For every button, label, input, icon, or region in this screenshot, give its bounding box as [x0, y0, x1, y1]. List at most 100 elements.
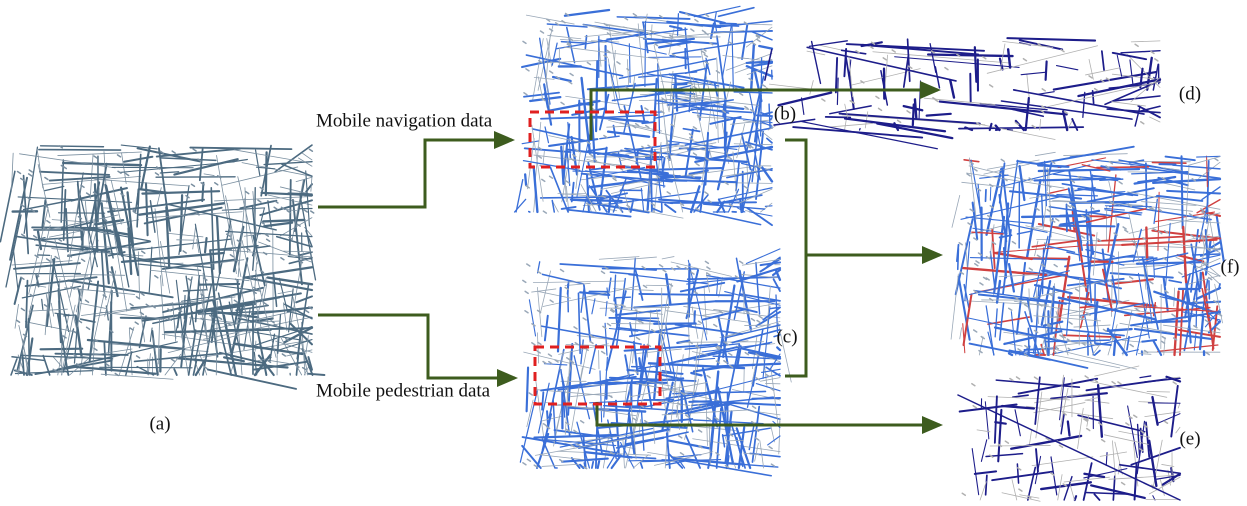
road — [629, 44, 630, 83]
road — [1048, 185, 1051, 187]
road — [612, 34, 629, 35]
panel-label: (c) — [776, 326, 797, 347]
road — [570, 74, 573, 76]
road — [142, 251, 145, 253]
road — [1017, 377, 1020, 379]
road — [1019, 489, 1022, 491]
road — [945, 68, 948, 70]
road — [753, 406, 756, 408]
road — [822, 99, 825, 101]
road — [1020, 40, 1063, 49]
road — [707, 376, 710, 378]
road — [1173, 382, 1176, 384]
road — [602, 352, 605, 354]
road — [527, 264, 530, 266]
road — [751, 319, 754, 321]
road — [532, 324, 535, 326]
road — [613, 178, 616, 180]
road — [1032, 240, 1079, 246]
road — [1147, 319, 1150, 321]
road — [6, 215, 21, 287]
road — [534, 77, 554, 79]
road — [538, 291, 571, 298]
road — [634, 301, 715, 307]
road — [523, 41, 526, 43]
road — [303, 368, 306, 370]
road — [1035, 241, 1038, 256]
road — [571, 391, 627, 396]
road — [1169, 280, 1181, 282]
road — [583, 318, 586, 320]
road — [716, 71, 719, 73]
road — [219, 317, 222, 319]
road — [1075, 496, 1076, 500]
road — [1102, 440, 1105, 442]
road — [18, 172, 21, 174]
input-label: Mobile pedestrian data — [316, 380, 491, 401]
road — [1197, 156, 1220, 157]
road — [986, 475, 987, 494]
road — [1039, 169, 1139, 171]
road — [651, 169, 652, 211]
road — [545, 316, 548, 341]
road — [553, 77, 571, 81]
road — [1185, 167, 1189, 244]
road — [1038, 165, 1068, 166]
road — [581, 421, 584, 423]
road — [972, 449, 978, 495]
road — [1018, 349, 1021, 351]
road — [1120, 265, 1166, 268]
road — [688, 277, 778, 279]
road — [1118, 382, 1121, 384]
road — [1134, 415, 1137, 417]
road — [699, 430, 702, 432]
road — [1057, 66, 1078, 70]
road — [596, 61, 597, 131]
road — [702, 51, 705, 53]
road — [1130, 277, 1133, 279]
road — [744, 186, 747, 188]
road — [608, 278, 611, 295]
road — [614, 275, 616, 301]
road — [45, 186, 64, 190]
road — [604, 136, 607, 138]
road — [538, 310, 541, 312]
road — [1029, 430, 1031, 445]
road — [691, 373, 701, 375]
road — [527, 368, 528, 412]
road — [1068, 348, 1071, 350]
road — [1009, 308, 1012, 310]
road — [617, 62, 620, 64]
road — [919, 81, 920, 120]
road — [590, 341, 593, 343]
road — [990, 85, 993, 87]
road — [587, 175, 589, 212]
road — [981, 337, 984, 339]
road — [975, 47, 977, 82]
road — [525, 291, 528, 293]
road — [214, 197, 312, 201]
road — [1012, 242, 1015, 244]
road — [157, 188, 161, 206]
road — [1113, 476, 1114, 500]
road — [646, 126, 649, 128]
road — [1182, 156, 1183, 228]
road — [1128, 406, 1138, 457]
road — [693, 127, 696, 129]
road — [952, 195, 960, 227]
road — [202, 183, 203, 201]
road — [1054, 265, 1057, 267]
road — [719, 8, 754, 17]
road — [771, 464, 774, 466]
road — [667, 192, 670, 194]
road — [47, 221, 50, 223]
road — [1149, 477, 1180, 494]
road — [1085, 315, 1094, 355]
road — [568, 282, 569, 294]
road — [637, 337, 640, 339]
road — [1138, 354, 1151, 355]
road — [190, 148, 291, 150]
arrow — [318, 315, 515, 378]
road — [607, 288, 608, 298]
road — [274, 207, 277, 209]
